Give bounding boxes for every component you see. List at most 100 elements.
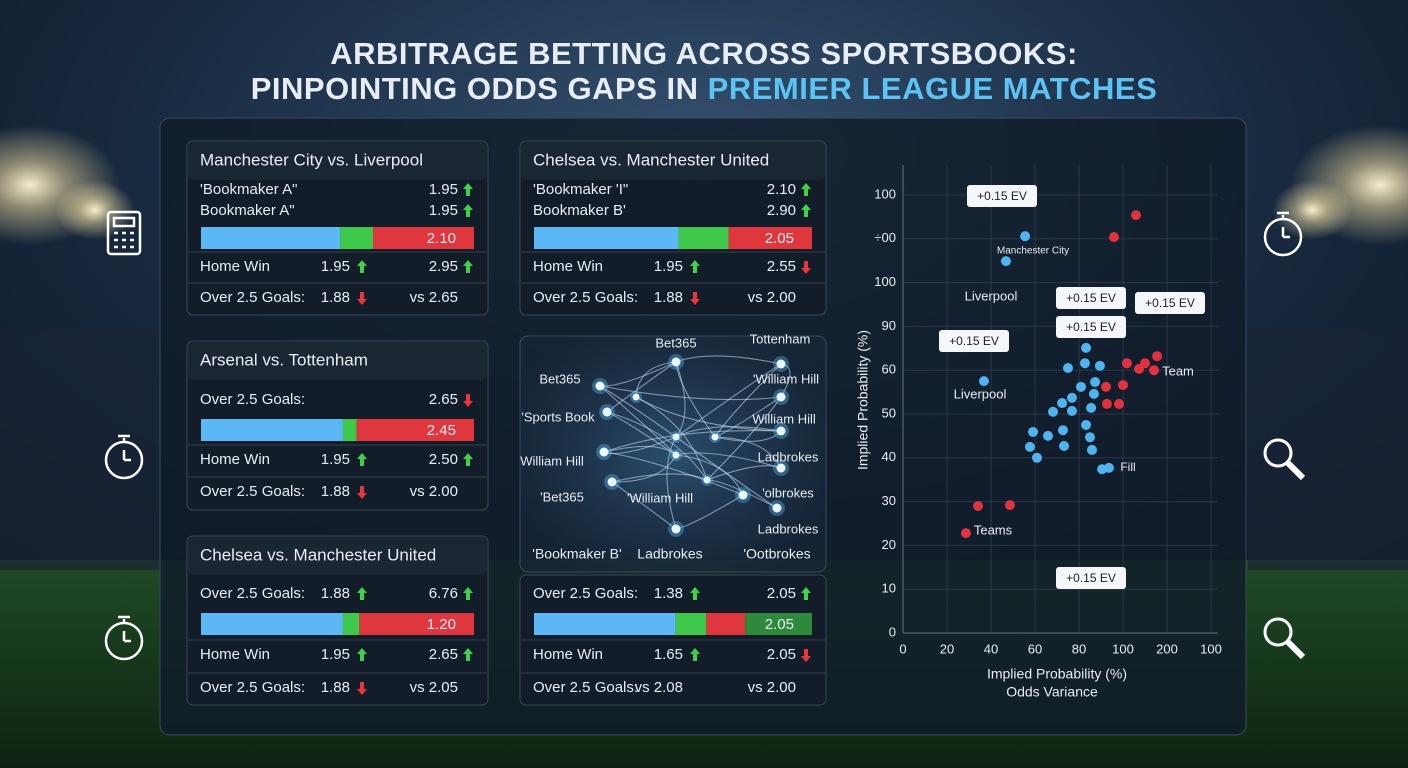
odds-value: 1.95	[321, 451, 350, 468]
node-label: 'Bet365	[540, 489, 584, 504]
data-point	[1121, 358, 1132, 369]
network-footer-label: Ladbrokes	[637, 546, 702, 562]
network-link	[706, 396, 782, 481]
odds-value: vs 2.05	[410, 679, 458, 696]
odds-value: 1.95	[654, 258, 683, 275]
x-tick-label: 80	[1072, 641, 1086, 656]
row-label: Over 2.5 Goals:	[200, 585, 305, 602]
odds-cards: Manchester City vs. Liverpool 'Bookmaker …	[186, 140, 827, 706]
x-axis-title: Implied Probability (%)	[987, 666, 1127, 682]
ev-badge	[1056, 567, 1126, 589]
odds-value: vs 2.00	[748, 679, 796, 696]
odds-value: vs 2.08	[635, 679, 683, 696]
card-title: Arsenal vs. Tottenham	[200, 350, 368, 369]
odds-value: 1.95	[429, 202, 458, 219]
network-link	[675, 355, 782, 365]
point-label: Manchester City	[997, 246, 1069, 257]
data-point	[960, 528, 971, 539]
odds-value: 2.90	[767, 202, 796, 219]
data-point	[1059, 440, 1070, 451]
floodlight	[55, 180, 135, 240]
data-point	[1081, 419, 1092, 430]
node-label: 'William Hill	[627, 490, 693, 505]
data-point	[973, 500, 984, 511]
icon-shape	[1263, 617, 1293, 647]
y-tick-label: ÷00	[874, 230, 896, 245]
y-tick-label: 90	[882, 318, 896, 333]
odds-value: 1.38	[654, 585, 683, 602]
bar-odds-label: 2.10	[427, 230, 456, 247]
odds-gap-segment	[356, 419, 474, 441]
data-point	[1066, 392, 1077, 403]
node-label: 'olbrokes	[762, 485, 814, 500]
title-highlight: PREMIER LEAGUE MATCHES	[708, 71, 1158, 106]
odds-value: 1.95	[429, 181, 458, 198]
match-card: Arsenal vs. Tottenham Over 2.5 Goals: 2.65…	[186, 340, 489, 511]
network-node	[772, 503, 782, 513]
network-node	[776, 463, 786, 473]
y-tick-label: 50	[882, 405, 896, 420]
odds-value: vs 2.65	[410, 289, 458, 306]
trend-up-arrow	[690, 587, 700, 600]
title-line-1: ARBITRAGE BETTING ACROSS SPORTSBOOKS:	[330, 36, 1078, 71]
trend-up-arrow	[463, 648, 473, 661]
row-label: Over 2.5 Goals:	[200, 289, 305, 306]
card-header	[188, 142, 487, 180]
row-label: Home Win	[200, 646, 270, 663]
row-label: Over 2.5 Goals:	[200, 679, 305, 696]
bar-odds-label: 2.05	[765, 616, 794, 633]
network-node	[672, 451, 680, 459]
data-point	[1057, 398, 1068, 409]
odds-value: 1.95	[321, 258, 350, 275]
row-label: Home Win	[533, 646, 603, 663]
data-point	[1081, 342, 1092, 353]
node-label: William Hill	[520, 453, 584, 468]
network-node	[776, 426, 786, 436]
bookmaker-network: Bet365 Tottenham Bet365 'Sports Book William…	[520, 331, 819, 561]
odds-gap-segment	[706, 613, 746, 635]
y-axis-title: Implied Probability (%)	[855, 330, 871, 470]
stands-left	[0, 330, 160, 570]
odds-value: vs 2.00	[410, 483, 458, 500]
stands-right	[1248, 330, 1408, 570]
node-label: Ladbrokes	[758, 521, 819, 536]
data-point	[1000, 256, 1011, 267]
odds-gap-segment	[201, 419, 343, 441]
odds-value: 1.88	[321, 585, 350, 602]
data-point	[1020, 231, 1031, 242]
trend-up-arrow	[463, 587, 473, 600]
odds-value: 1.65	[654, 646, 683, 663]
row-label: Bookmaker B'	[533, 202, 626, 219]
y-tick-label: 20	[882, 537, 896, 552]
network-footer-label: 'Ootbrokes	[743, 546, 810, 562]
network-node	[776, 392, 786, 402]
network-node	[602, 407, 612, 417]
network-node	[711, 433, 719, 441]
odds-gap-segment	[372, 227, 474, 249]
node-label: William Hill	[752, 411, 816, 426]
network-link	[675, 363, 782, 438]
data-point	[1048, 406, 1059, 417]
data-point	[1152, 351, 1163, 362]
match-card: Chelsea vs. Manchester United 'Bookmaker …	[519, 140, 827, 316]
card-title: Manchester City vs. Liverpool	[200, 150, 423, 169]
node-label: Tottenham	[750, 331, 811, 346]
stopwatch-icon	[104, 434, 144, 480]
data-point	[1130, 210, 1141, 221]
row-label: Home Win	[200, 451, 270, 468]
data-point	[1090, 377, 1101, 388]
bar-odds-label: 2.45	[427, 422, 456, 439]
data-point	[978, 376, 989, 387]
ev-badge	[1135, 292, 1205, 314]
odds-gap-segment	[342, 419, 357, 441]
y-tick-label: 0	[889, 624, 896, 639]
title-text: PINPOINTING ODDS GAPS IN	[251, 71, 699, 106]
network-link	[666, 436, 677, 530]
data-point	[1118, 380, 1128, 391]
data-point	[1063, 363, 1073, 374]
odds-gap-segment	[675, 613, 707, 635]
data-point	[1088, 388, 1099, 399]
data-point	[1140, 358, 1150, 369]
network-node	[599, 447, 609, 457]
network-link	[714, 436, 782, 469]
